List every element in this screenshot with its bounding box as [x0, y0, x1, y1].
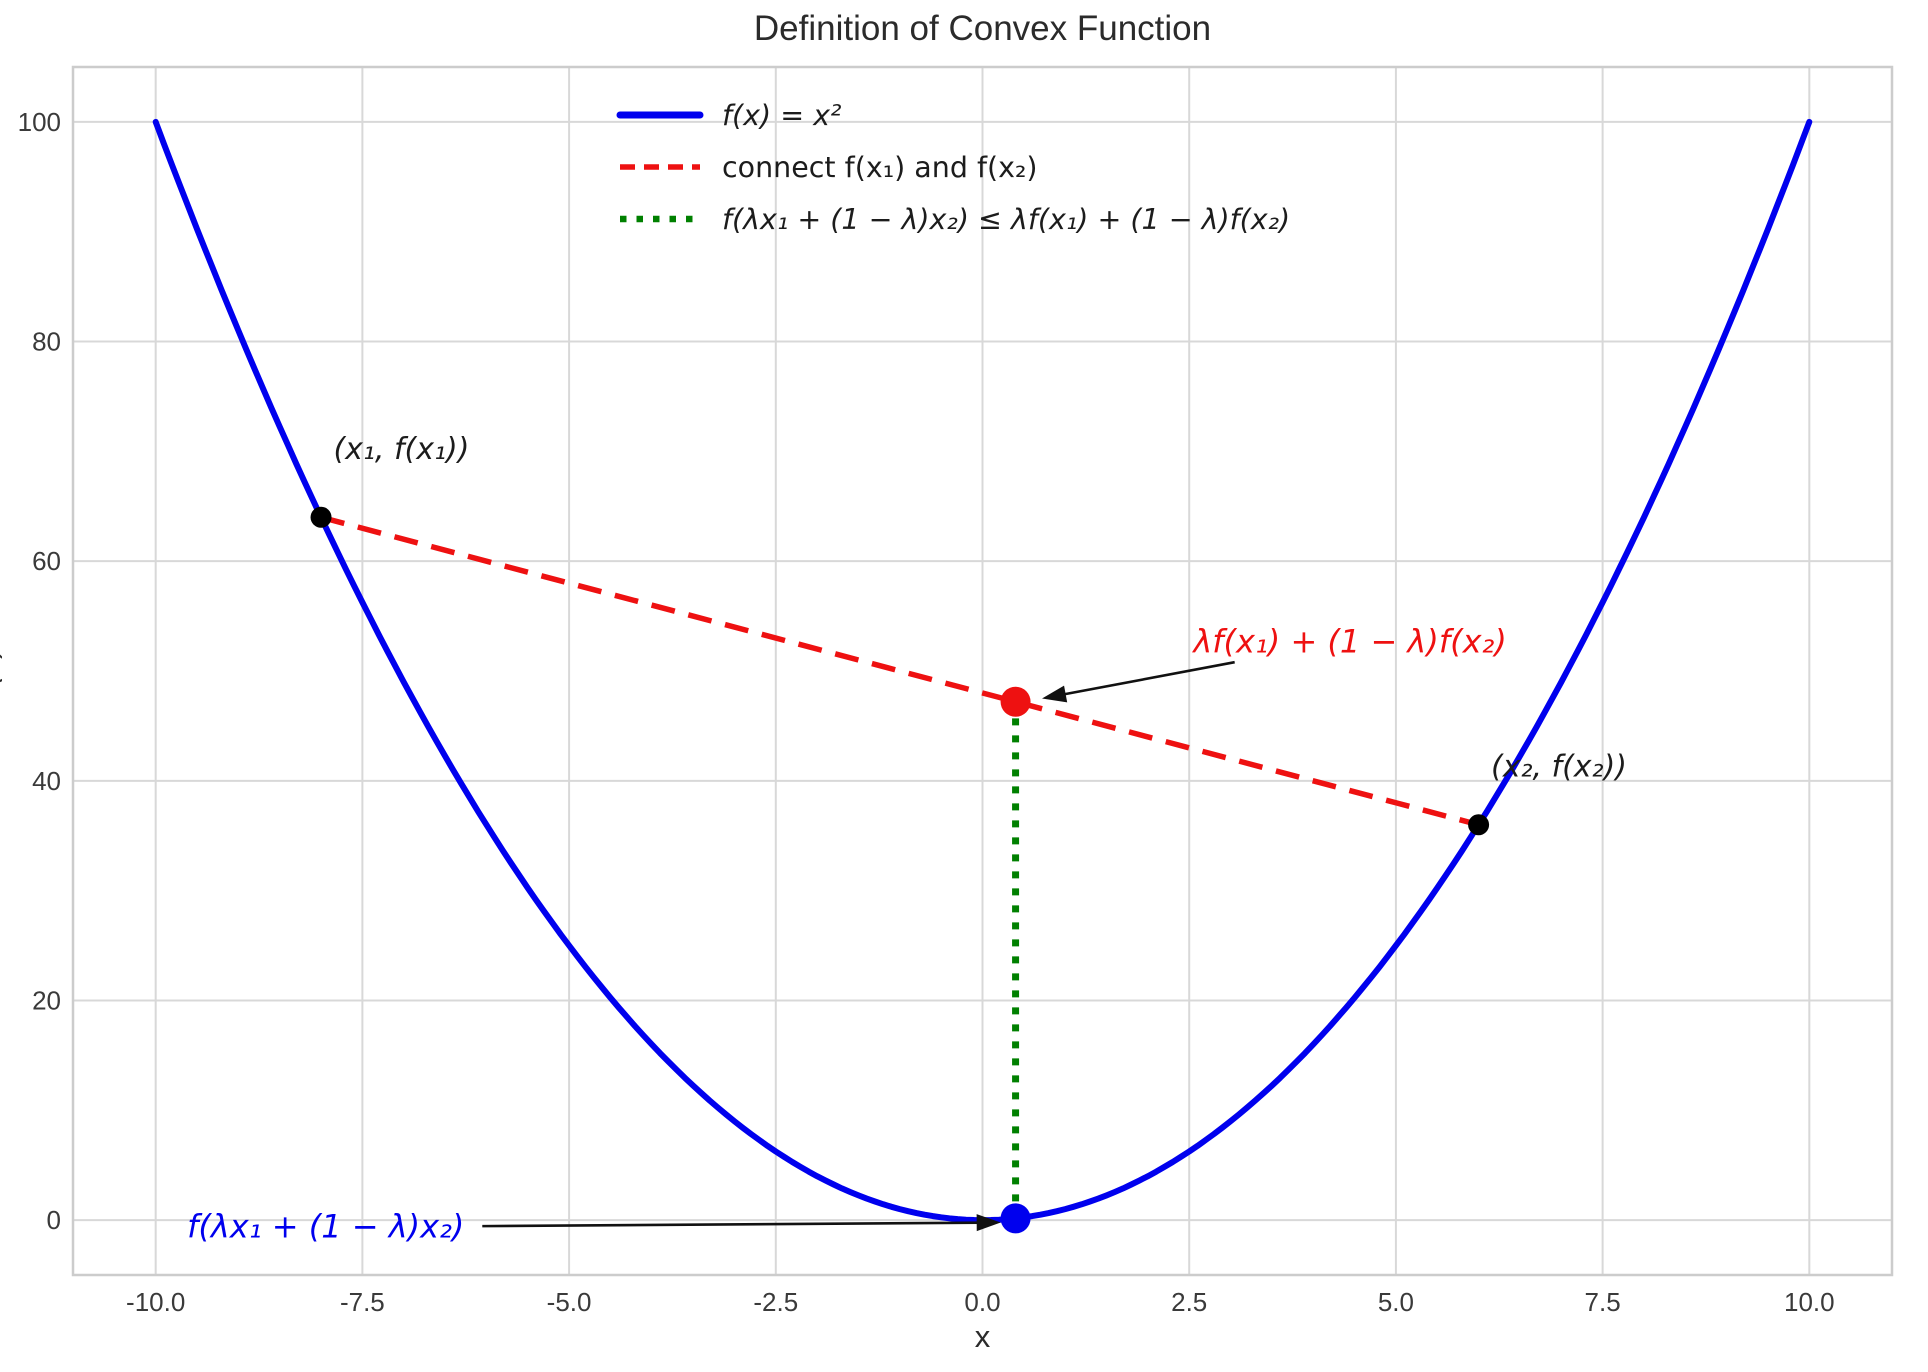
- x-tick-label: -7.5: [340, 1287, 385, 1317]
- x-tick-label: 10.0: [1784, 1287, 1835, 1317]
- x-tick-label: -5.0: [547, 1287, 592, 1317]
- point-chord-value: [1000, 686, 1031, 717]
- legend-label-0: f(x) = x²: [722, 99, 841, 132]
- y-tick-label: 60: [32, 546, 61, 576]
- x-tick-label: 0.0: [964, 1287, 1000, 1317]
- label-x1: (x₁, f(x₁)): [333, 432, 469, 467]
- grid-lines: [73, 67, 1892, 1275]
- x-tick-label: 5.0: [1378, 1287, 1414, 1317]
- y-tick-label: 100: [18, 107, 61, 137]
- plot-border: [71, 65, 1894, 1277]
- point-x1: [310, 506, 332, 528]
- x-tick-label: -10.0: [126, 1287, 185, 1317]
- label-curve-value: f(λx₁ + (1 − λ)x₂): [187, 1208, 464, 1246]
- label-chord-value-arrow: [1061, 660, 1235, 697]
- legend: f(x) = x² connect f(x₁) and f(x₂) f(λx₁ + …: [616, 99, 1290, 236]
- label-curve-value-arrow: [482, 1221, 981, 1228]
- label-chord-value: λf(x₁) + (1 − λ)f(x₂): [1191, 622, 1507, 660]
- x-tick-label: -2.5: [753, 1287, 798, 1317]
- point-x2: [1468, 814, 1490, 836]
- line-chord: [320, 514, 1480, 828]
- y-tick-label: 0: [47, 1205, 61, 1235]
- label-x2: (x₂, f(x₂)): [1491, 749, 1627, 784]
- label-chord-value-arrowhead: [1042, 685, 1068, 703]
- chart-title: Definition of Convex Function: [754, 9, 1211, 48]
- y-axis-label: f(x): [0, 645, 6, 697]
- x-tick-label: 7.5: [1585, 1287, 1621, 1317]
- legend-label-2: f(λx₁ + (1 − λ)x₂) ≤ λf(x₁) + (1 − λ)f(x…: [722, 203, 1290, 236]
- point-curve-value: [1000, 1203, 1031, 1234]
- legend-label-1: connect f(x₁) and f(x₂): [722, 151, 1038, 184]
- tick-labels: -10.0 -7.5 -5.0 -2.5 0.0 2.5 5.0 7.5 10.0 0 20 40 60…: [18, 107, 1835, 1317]
- x-tick-label: 2.5: [1171, 1287, 1207, 1317]
- y-tick-label: 40: [32, 766, 61, 796]
- y-tick-label: 80: [32, 327, 61, 357]
- x-axis-label: x: [975, 1319, 991, 1354]
- y-tick-label: 20: [32, 985, 61, 1015]
- label-curve-value-arrowhead: [976, 1214, 1001, 1232]
